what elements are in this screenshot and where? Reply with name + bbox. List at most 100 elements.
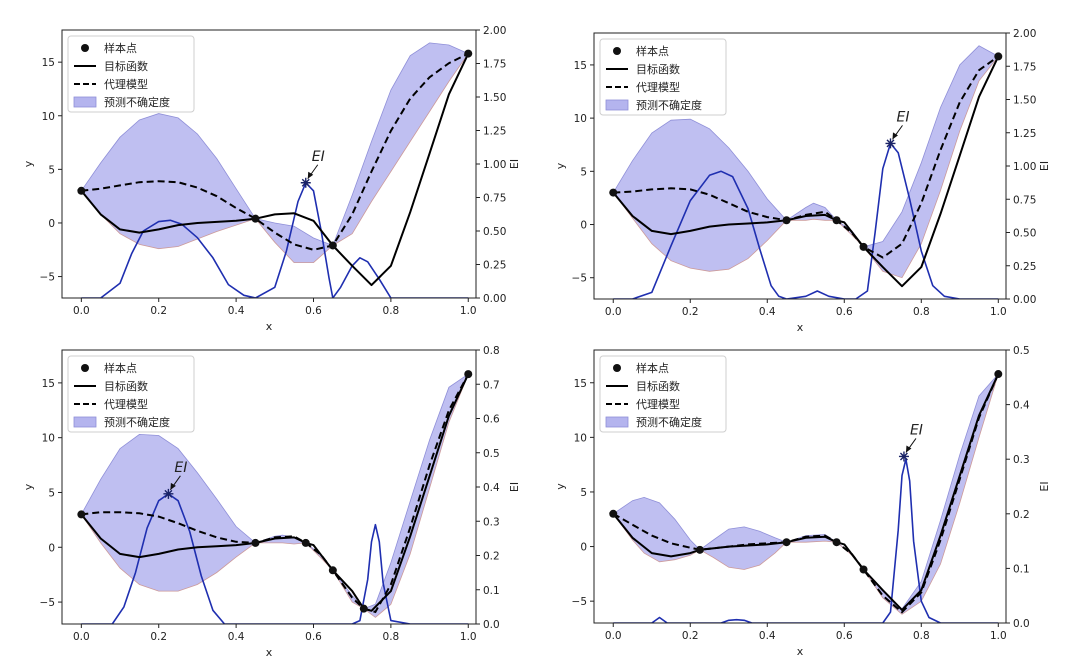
y2-tick-label: 0.50 (1013, 228, 1036, 240)
x-tick-label: 0.6 (305, 305, 322, 317)
y-tick-label: 5 (580, 487, 587, 499)
x-tick-label: 0.2 (682, 306, 699, 318)
y-tick-label: 5 (580, 166, 587, 178)
ei-annotation-arrowhead (905, 445, 912, 453)
ei-max-marker (163, 488, 174, 499)
uncertainty-band-lower-edge (80, 373, 469, 618)
legend-entry-label: 代理模型 (104, 397, 148, 411)
x-tick-label: 1.0 (990, 630, 1007, 642)
legend-entry-label: 目标函数 (636, 62, 680, 76)
x-tick-label: 0.6 (305, 631, 322, 643)
x-tick-label: 0.4 (759, 306, 776, 318)
sample-point (328, 241, 337, 250)
ei-max-marker (885, 138, 896, 149)
y-tick-label: −5 (40, 272, 55, 284)
y2-axis-label: EI (508, 159, 521, 169)
y-tick-label: 0 (48, 542, 55, 554)
legend-box (599, 38, 727, 116)
y2-tick-label: 0.50 (483, 226, 506, 238)
legend-entry-label: 预测不确定度 (636, 415, 702, 429)
y-tick-label: 0 (580, 542, 587, 554)
y2-tick-label: 1.50 (1013, 95, 1036, 107)
y-axis-label: y (554, 162, 567, 169)
y2-tick-label: 0.5 (483, 448, 500, 460)
uncertainty-band (613, 45, 999, 278)
sample-point (832, 538, 841, 547)
y2-tick-label: 1.25 (483, 126, 506, 138)
legend-box (599, 355, 727, 433)
legend-entry-label: 目标函数 (636, 379, 680, 393)
chart-panel-2: EI 0.0 0.2 0.4 0.6 0.8 1.0 −5 0 5 10 15 0.00 0.25 0.50… (554, 28, 1051, 334)
x-tick-label: 0.4 (228, 305, 245, 317)
sample-point (859, 565, 868, 574)
y-axis-label: y (22, 483, 35, 490)
y2-tick-label: 1.50 (483, 92, 506, 104)
x-axis-label: x (797, 321, 804, 334)
y-tick-label: 10 (42, 111, 55, 123)
x-tick-label: 0.2 (150, 305, 167, 317)
target-function-line (80, 373, 470, 612)
chart-panel-1: EI 0.0 0.2 0.4 0.6 0.8 1.0 −5 0 5 10 15 0.00 0.25 0.50… (22, 25, 521, 333)
y2-axis-label: EI (1038, 481, 1051, 491)
y-tick-label: 0 (580, 220, 587, 232)
sample-point (77, 510, 86, 519)
y2-tick-label: 0.75 (483, 193, 506, 205)
legend-entry-label: 样本点 (104, 361, 137, 375)
y2-tick-label: 0.3 (1013, 454, 1030, 466)
y2-tick-label: 0.6 (483, 414, 500, 426)
ei-annotation-label: EI (910, 422, 923, 438)
sample-point (301, 538, 310, 547)
legend-entry-label: 目标函数 (104, 59, 148, 73)
y2-tick-label: 0.4 (1013, 400, 1030, 412)
y-tick-label: 10 (574, 432, 587, 444)
sample-point (464, 49, 473, 58)
legend-box (67, 355, 195, 433)
sample-point (782, 538, 791, 547)
y2-tick-label: 0.8 (483, 345, 500, 357)
plot-frame (593, 349, 1007, 624)
chart-panel-3: EI 0.0 0.2 0.4 0.6 0.8 1.0 −5 0 5 10 15 0.0 0.1 0.2 0.3… (22, 345, 521, 659)
x-tick-label: 0.0 (73, 305, 90, 317)
legend-marker-uncertainty (73, 96, 97, 108)
y2-tick-label: 1.00 (1013, 161, 1036, 173)
legend-entry-label: 代理模型 (636, 80, 680, 94)
y2-tick-label: 0.75 (1013, 194, 1036, 206)
sample-point (251, 214, 260, 223)
sample-point (782, 216, 791, 225)
legend-marker-sample-point (81, 44, 89, 52)
legend-entry-label: 样本点 (104, 41, 137, 55)
x-tick-label: 0.0 (73, 631, 90, 643)
legend-marker-uncertainty (605, 416, 629, 428)
y-tick-label: 10 (42, 433, 55, 445)
y2-tick-label: 0.00 (483, 293, 506, 305)
sample-point (994, 370, 1003, 379)
y-tick-label: 5 (48, 164, 55, 176)
uncertainty-band-lower-edge (80, 53, 469, 263)
y-tick-label: −5 (40, 597, 55, 609)
plot-area (77, 42, 473, 298)
uncertainty-band (81, 374, 469, 618)
y2-axis-label: EI (508, 482, 521, 492)
sample-point (859, 242, 868, 251)
y2-tick-label: 0.0 (483, 619, 500, 631)
legend-entry-label: 预测不确定度 (104, 415, 170, 429)
ei-max-marker (898, 451, 909, 462)
legend-marker-sample-point (613, 47, 621, 55)
uncertainty-band-upper-edge (612, 45, 999, 248)
legend-entry-label: 预测不确定度 (636, 98, 702, 112)
x-tick-label: 0.0 (605, 630, 622, 642)
x-axis-label: x (266, 646, 273, 659)
y2-tick-label: 1.75 (483, 59, 506, 71)
y-tick-label: 15 (42, 57, 55, 69)
target-function-line (80, 53, 470, 287)
sample-point (832, 216, 841, 225)
surrogate-model-line (81, 373, 470, 614)
y-axis-label: y (22, 160, 35, 167)
x-tick-label: 0.8 (913, 306, 930, 318)
ei-annotation-label: EI (896, 109, 909, 125)
y-tick-label: −5 (572, 273, 587, 285)
